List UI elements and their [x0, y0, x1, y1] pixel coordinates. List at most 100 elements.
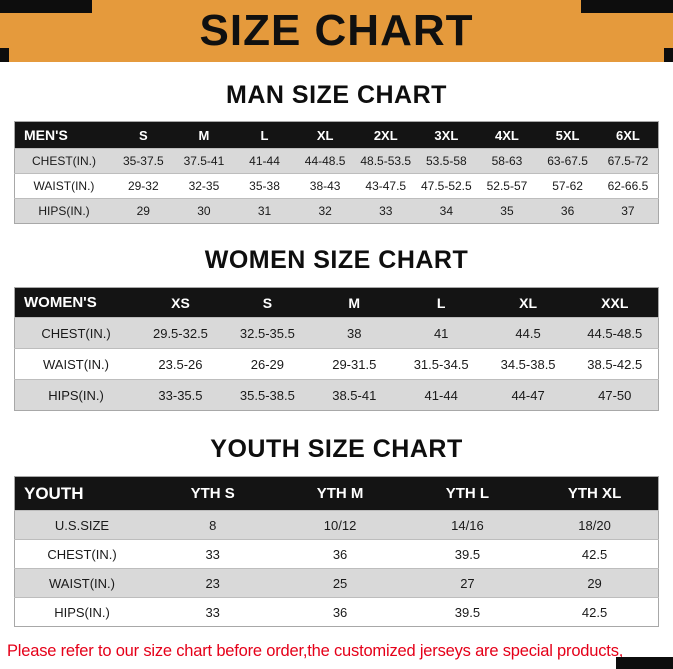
size-value-cell: 31 — [234, 198, 295, 224]
title-banner: SIZE CHART — [0, 0, 673, 62]
youth-table-title-cell: YOUTH — [14, 476, 149, 511]
size-value-cell: 63-67.5 — [537, 148, 598, 174]
column-header-cell: YTH L — [403, 476, 532, 511]
banner-corner-top-right-decoration — [581, 0, 673, 13]
size-value-cell: 29.5-32.5 — [137, 317, 224, 349]
youth-chest-row: CHEST(IN.) 33 36 39.5 42.5 — [14, 539, 659, 569]
size-value-cell: 53.5-58 — [416, 148, 477, 174]
men-chart-heading: MAN SIZE CHART — [226, 81, 447, 109]
column-header-cell: S — [223, 287, 311, 318]
men-hips-row: HIPS(IN.) 29 30 31 32 33 34 35 36 37 — [14, 198, 659, 224]
size-value-cell: 41 — [397, 317, 485, 349]
size-value-cell: 23 — [149, 568, 277, 598]
size-value-cell: 41-44 — [234, 148, 295, 174]
size-value-cell: 37 — [597, 198, 659, 224]
disclaimer-line-2: we don't accept cancel, change, teturn o… — [7, 664, 666, 669]
row-label-cell: CHEST(IN.) — [14, 148, 113, 174]
disclaimer-line-1: Please refer to our size chart before or… — [7, 642, 624, 660]
youth-table-header-row: YOUTH YTH S YTH M YTH L YTH XL — [14, 476, 659, 511]
row-label-cell: WAIST(IN.) — [14, 568, 149, 598]
men-size-table: MEN'S S M L XL 2XL 3XL 4XL 5XL 6XL CHEST… — [14, 121, 659, 224]
size-value-cell: 32.5-35.5 — [223, 317, 311, 349]
size-value-cell: 30 — [173, 198, 235, 224]
banner-corner-bottom-left-decoration — [0, 48, 9, 62]
size-value-cell: 62-66.5 — [597, 173, 659, 199]
men-table-header-row: MEN'S S M L XL 2XL 3XL 4XL 5XL 6XL — [14, 121, 659, 149]
size-value-cell: 29-31.5 — [310, 348, 398, 380]
women-table-title-cell: WOMEN'S — [14, 287, 137, 318]
size-value-cell: 39.5 — [403, 597, 532, 627]
disclaimer-text: Please refer to our size chart before or… — [0, 639, 673, 669]
size-value-cell: 29 — [531, 568, 659, 598]
youth-waist-row: WAIST(IN.) 23 25 27 29 — [14, 568, 659, 598]
size-value-cell: 29 — [113, 198, 174, 224]
youth-chart-heading: YOUTH SIZE CHART — [210, 435, 463, 463]
column-header-cell: 5XL — [537, 121, 598, 149]
row-label-cell: HIPS(IN.) — [14, 597, 149, 627]
column-header-cell: 6XL — [597, 121, 659, 149]
page-corner-bottom-right-decoration — [616, 657, 673, 669]
men-table-title-cell: MEN'S — [14, 121, 113, 149]
men-waist-row: WAIST(IN.) 29-32 32-35 35-38 38-43 43-47… — [14, 173, 659, 199]
size-value-cell: 44.5 — [484, 317, 572, 349]
column-header-cell: XS — [137, 287, 224, 318]
size-value-cell: 47-50 — [571, 379, 659, 411]
size-value-cell: 43-47.5 — [355, 173, 417, 199]
size-value-cell: 23.5-26 — [137, 348, 224, 380]
size-value-cell: 38-43 — [294, 173, 356, 199]
size-value-cell: 37.5-41 — [173, 148, 235, 174]
men-chest-row: CHEST(IN.) 35-37.5 37.5-41 41-44 44-48.5… — [14, 148, 659, 174]
column-header-cell: 4XL — [476, 121, 538, 149]
size-value-cell: 39.5 — [403, 539, 532, 569]
women-chart-heading: WOMEN SIZE CHART — [204, 246, 469, 274]
column-header-cell: XXL — [571, 287, 659, 318]
size-value-cell: 52.5-57 — [476, 173, 538, 199]
size-value-cell: 29-32 — [113, 173, 174, 199]
banner-corner-top-left-decoration — [0, 0, 92, 13]
row-label-cell: CHEST(IN.) — [14, 539, 149, 569]
size-value-cell: 42.5 — [531, 597, 659, 627]
size-value-cell: 35-37.5 — [113, 148, 174, 174]
size-value-cell: 14/16 — [403, 510, 532, 540]
size-value-cell: 35 — [476, 198, 538, 224]
size-value-cell: 41-44 — [397, 379, 485, 411]
size-value-cell: 33 — [355, 198, 417, 224]
size-value-cell: 18/20 — [531, 510, 659, 540]
youth-hips-row: HIPS(IN.) 33 36 39.5 42.5 — [14, 597, 659, 627]
row-label-cell: HIPS(IN.) — [14, 379, 137, 411]
women-hips-row: HIPS(IN.) 33-35.5 35.5-38.5 38.5-41 41-4… — [14, 379, 659, 411]
row-label-cell: HIPS(IN.) — [14, 198, 113, 224]
row-label-cell: U.S.SIZE — [14, 510, 149, 540]
youth-size-table: YOUTH YTH S YTH M YTH L YTH XL U.S.SIZE … — [14, 476, 659, 627]
column-header-cell: YTH M — [276, 476, 404, 511]
size-value-cell: 25 — [276, 568, 404, 598]
column-header-cell: YTH XL — [531, 476, 659, 511]
size-value-cell: 32-35 — [173, 173, 235, 199]
row-label-cell: CHEST(IN.) — [14, 317, 137, 349]
women-chest-row: CHEST(IN.) 29.5-32.5 32.5-35.5 38 41 44.… — [14, 317, 659, 349]
size-value-cell: 38 — [310, 317, 398, 349]
column-header-cell: S — [113, 121, 174, 149]
column-header-cell: 2XL — [355, 121, 417, 149]
size-value-cell: 31.5-34.5 — [397, 348, 485, 380]
size-value-cell: 36 — [276, 597, 404, 627]
size-value-cell: 27 — [403, 568, 532, 598]
banner-corner-bottom-right-decoration — [664, 48, 673, 62]
column-header-cell: XL — [484, 287, 572, 318]
size-value-cell: 34 — [416, 198, 477, 224]
size-value-cell: 35.5-38.5 — [223, 379, 311, 411]
column-header-cell: 3XL — [416, 121, 477, 149]
column-header-cell: YTH S — [149, 476, 277, 511]
size-value-cell: 8 — [149, 510, 277, 540]
column-header-cell: M — [173, 121, 235, 149]
size-value-cell: 32 — [294, 198, 356, 224]
page-title: SIZE CHART — [199, 6, 474, 55]
size-value-cell: 67.5-72 — [597, 148, 659, 174]
size-value-cell: 36 — [537, 198, 598, 224]
size-value-cell: 57-62 — [537, 173, 598, 199]
column-header-cell: L — [234, 121, 295, 149]
size-value-cell: 58-63 — [476, 148, 538, 174]
column-header-cell: L — [397, 287, 485, 318]
size-value-cell: 44-48.5 — [294, 148, 356, 174]
